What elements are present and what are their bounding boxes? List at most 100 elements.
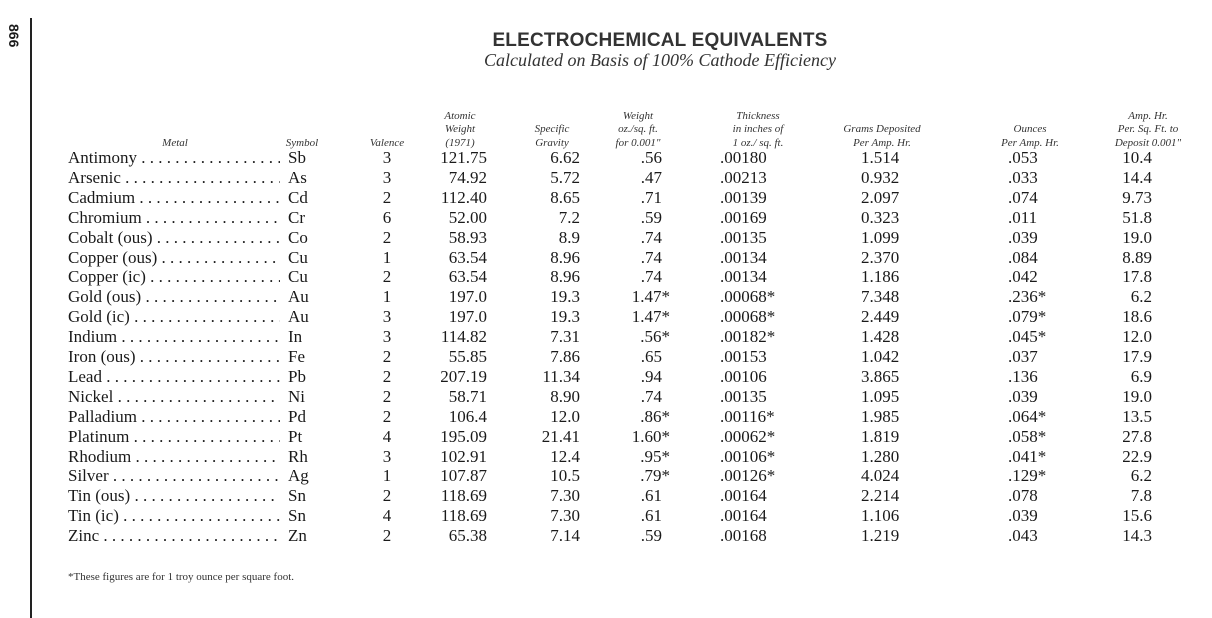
cell-atomic-weight: 114.82 (440, 327, 487, 347)
column-header-thickness: Thickness in inches of 1 oz./ sq. ft. (698, 110, 818, 151)
cell-grams-deposited: 1.095 (861, 386, 900, 406)
cell-metal: Palladium (68, 407, 280, 427)
cell-amp-hr: 12.0 (1122, 327, 1152, 347)
cell-ounces: .041* (1008, 446, 1047, 466)
cell-weight: .86* (640, 406, 670, 426)
cell-atomic-weight: 102.91 (440, 446, 487, 466)
cell-atomic-weight: 112.40 (440, 187, 487, 207)
cell-amp-hr: 19.0 (1122, 227, 1152, 247)
cell-specific-gravity: 7.14 (550, 526, 580, 546)
cell-thickness: .00134 (720, 267, 767, 287)
cell-symbol: Ag (288, 466, 309, 486)
cell-thickness: .00168 (720, 526, 767, 546)
cell-metal: Zinc (68, 526, 280, 546)
column-header-symbol: Symbol (242, 137, 362, 151)
cell-valence: 2 (382, 267, 392, 287)
cell-metal: Gold (ic) (68, 307, 280, 327)
cell-valence: 2 (382, 406, 392, 426)
cell-atomic-weight: 195.09 (440, 426, 487, 446)
cell-metal: Lead (68, 367, 280, 387)
cell-metal: Tin (ous) (68, 486, 280, 506)
cell-grams-deposited: 1.186 (861, 267, 900, 287)
cell-amp-hr: 7.8 (1130, 486, 1152, 506)
cell-atomic-weight: 58.71 (448, 386, 487, 406)
header-line: Symbol (285, 136, 319, 149)
cell-specific-gravity: 7.31 (550, 327, 580, 347)
cell-atomic-weight: 118.69 (440, 486, 487, 506)
header-line: Gravity (535, 136, 569, 149)
column-header-atomic-weight: Atomic Weight (1971) (400, 110, 520, 151)
cell-atomic-weight: 55.85 (448, 347, 487, 366)
cell-thickness: .00169 (720, 207, 767, 227)
cell-symbol: Ni (288, 386, 305, 406)
cell-atomic-weight: 52.00 (448, 207, 487, 227)
cell-atomic-weight: 58.93 (448, 227, 487, 247)
margin-rule (30, 18, 32, 618)
cell-specific-gravity: 12.4 (550, 446, 580, 466)
cell-atomic-weight: 197.0 (448, 307, 487, 327)
cell-grams-deposited: 1.428 (861, 327, 900, 347)
cell-weight: .61 (640, 486, 662, 506)
cell-weight: .56* (640, 327, 670, 347)
cell-valence: 2 (382, 347, 392, 366)
cell-valence: 2 (382, 366, 392, 386)
cell-ounces: .042 (1008, 267, 1038, 287)
cell-metal: Platinum (68, 427, 280, 447)
cell-valence: 2 (382, 227, 392, 247)
cell-symbol: Cu (288, 247, 308, 267)
cell-valence: 1 (382, 466, 392, 486)
cell-specific-gravity: 7.30 (550, 486, 580, 506)
cell-specific-gravity: 7.86 (550, 347, 580, 366)
cell-thickness: .00068* (720, 307, 776, 327)
cell-atomic-weight: 207.19 (440, 366, 487, 386)
column-header-grams: Grams Deposited Per Amp. Hr. (822, 123, 942, 150)
cell-specific-gravity: 10.5 (550, 466, 580, 486)
cell-weight: .74 (640, 227, 662, 247)
cell-symbol: Sn (288, 506, 306, 526)
cell-symbol: Sb (288, 148, 306, 167)
cell-ounces: .129* (1008, 466, 1047, 486)
cell-atomic-weight: 118.69 (440, 506, 487, 526)
cell-grams-deposited: 2.449 (861, 307, 900, 327)
header-line: oz./sq. ft. (618, 123, 658, 135)
header-line: Metal (162, 136, 188, 149)
cell-symbol: Pt (288, 426, 303, 446)
header-line: Amp. Hr. (1128, 109, 1168, 122)
cell-ounces: .078 (1008, 486, 1038, 506)
cell-symbol: Zn (288, 526, 307, 546)
cell-symbol: Cu (288, 267, 308, 287)
cell-grams-deposited: 0.932 (861, 167, 900, 187)
cell-weight: .65 (640, 347, 662, 366)
cell-metal: Arsenic (68, 168, 280, 188)
cell-specific-gravity: 21.41 (541, 426, 580, 446)
cell-amp-hr: 22.9 (1122, 446, 1152, 466)
cell-ounces: .011 (1008, 207, 1038, 227)
cell-valence: 3 (382, 446, 392, 466)
cell-amp-hr: 15.6 (1122, 506, 1152, 526)
cell-ounces: .079* (1008, 307, 1047, 327)
header-line: Per Amp. Hr. (853, 136, 911, 149)
cell-specific-gravity: 7.30 (550, 506, 580, 526)
header-line: Per Amp. Hr. (1001, 136, 1059, 149)
cell-ounces: .039 (1008, 386, 1038, 406)
cell-symbol: Au (288, 287, 309, 307)
cell-grams-deposited: 1.099 (861, 227, 900, 247)
cell-valence: 2 (382, 486, 392, 506)
cell-amp-hr: 18.6 (1122, 307, 1152, 327)
cell-grams-deposited: 7.348 (861, 287, 900, 307)
cell-symbol: Rh (288, 446, 308, 466)
cell-specific-gravity: 6.62 (550, 148, 580, 167)
header-line: in inches of (732, 123, 784, 135)
cell-weight: .61 (640, 506, 662, 526)
cell-grams-deposited: 2.370 (861, 247, 900, 267)
cell-grams-deposited: 3.865 (861, 366, 900, 386)
cell-grams-deposited: 1.219 (861, 526, 900, 546)
cell-ounces: .058* (1008, 426, 1047, 446)
cell-valence: 2 (382, 386, 392, 406)
cell-valence: 4 (382, 506, 392, 526)
cell-grams-deposited: 1.514 (861, 148, 900, 167)
cell-specific-gravity: 19.3 (550, 307, 580, 327)
cell-valence: 3 (382, 307, 392, 327)
cell-amp-hr: 10.4 (1122, 148, 1152, 167)
cell-symbol: As (288, 167, 307, 187)
